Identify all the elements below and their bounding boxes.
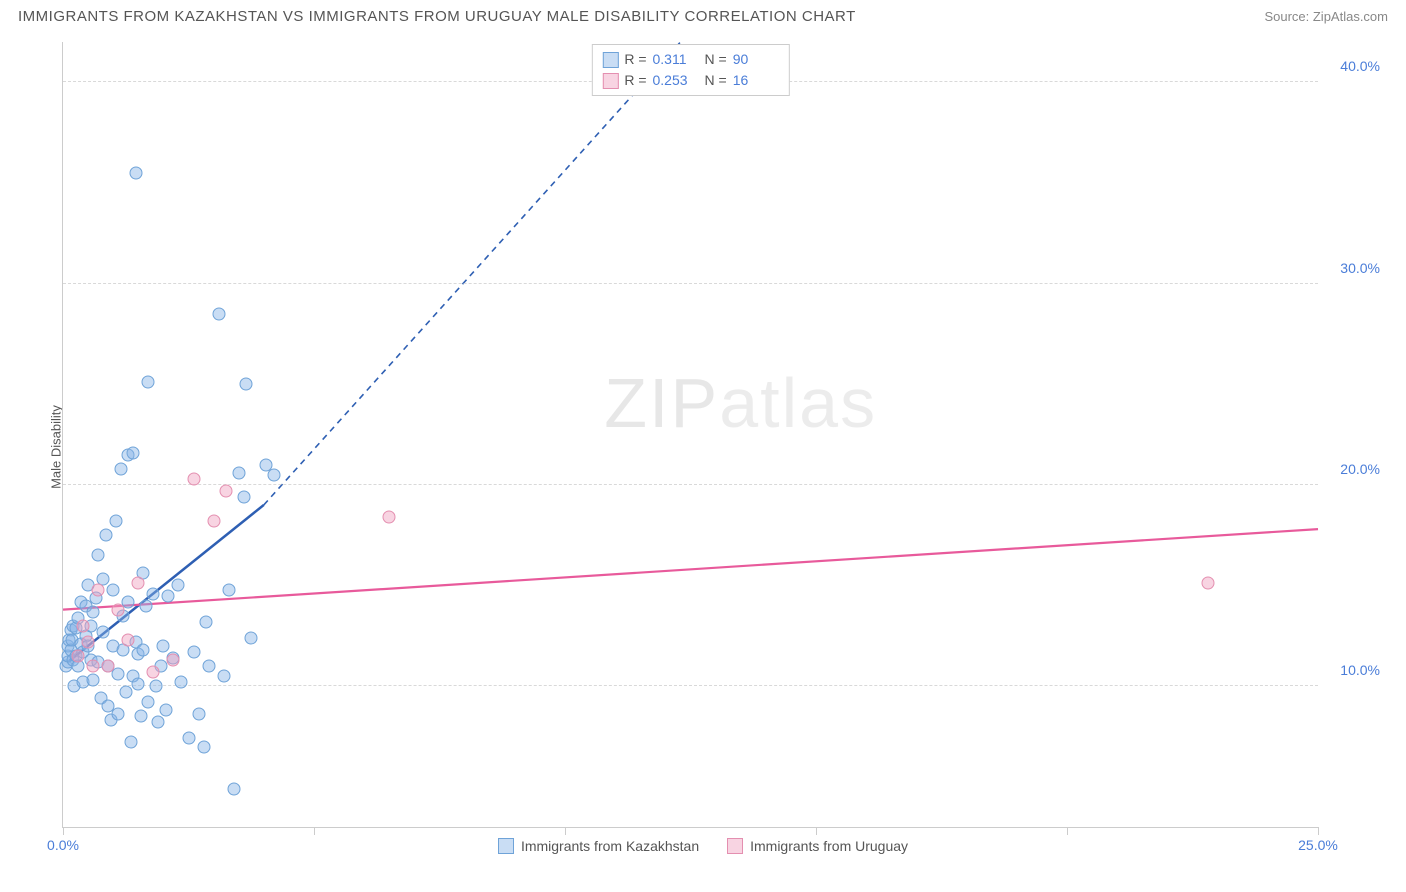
n-value: 90	[733, 49, 779, 70]
legend-item-uruguay: Immigrants from Uruguay	[727, 838, 908, 854]
data-point-uruguay	[147, 666, 160, 679]
data-point-kazakhstan	[129, 166, 142, 179]
x-tick	[1067, 827, 1068, 835]
legend-row-kazakhstan: R = 0.311 N = 90	[602, 49, 778, 70]
n-value: 16	[733, 70, 779, 91]
data-point-kazakhstan	[174, 676, 187, 689]
data-point-kazakhstan	[212, 307, 225, 320]
x-tick	[63, 827, 64, 835]
data-point-kazakhstan	[245, 631, 258, 644]
data-point-kazakhstan	[119, 686, 132, 699]
legend-swatch	[602, 52, 618, 68]
n-label: N =	[705, 49, 727, 70]
data-point-kazakhstan	[222, 583, 235, 596]
data-point-kazakhstan	[157, 639, 170, 652]
data-point-uruguay	[87, 659, 100, 672]
data-point-kazakhstan	[232, 466, 245, 479]
y-tick-label: 30.0%	[1324, 260, 1380, 276]
data-point-kazakhstan	[159, 704, 172, 717]
chart-container: Male Disability ZIPatlas R =0.311N =90R …	[18, 36, 1388, 858]
data-point-kazakhstan	[227, 782, 240, 795]
correlation-legend: R = 0.311 N = 90 R = 0.253 N = 16	[591, 44, 789, 96]
legend-item-kazakhstan: Immigrants from Kazakhstan	[498, 838, 699, 854]
data-point-uruguay	[102, 659, 115, 672]
y-tick-label: 40.0%	[1324, 58, 1380, 74]
data-point-uruguay	[220, 484, 233, 497]
data-point-kazakhstan	[124, 736, 137, 749]
data-point-kazakhstan	[92, 549, 105, 562]
data-point-kazakhstan	[109, 515, 122, 528]
legend-label: Immigrants from Kazakhstan	[521, 838, 699, 854]
legend-swatch	[498, 838, 514, 854]
data-point-kazakhstan	[172, 579, 185, 592]
data-point-kazakhstan	[217, 670, 230, 683]
y-tick-label: 20.0%	[1324, 461, 1380, 477]
data-point-kazakhstan	[97, 625, 110, 638]
data-point-uruguay	[77, 619, 90, 632]
data-point-kazakhstan	[152, 716, 165, 729]
x-tick	[565, 827, 566, 835]
r-value: 0.311	[653, 49, 699, 70]
gridline	[63, 283, 1318, 284]
plot-area: ZIPatlas R =0.311N =90R =0.253N =16 10.0…	[62, 42, 1318, 828]
legend-swatch	[727, 838, 743, 854]
data-point-kazakhstan	[87, 674, 100, 687]
source-label: Source: ZipAtlas.com	[1264, 9, 1388, 24]
data-point-kazakhstan	[107, 583, 120, 596]
data-point-uruguay	[207, 515, 220, 528]
data-point-uruguay	[122, 633, 135, 646]
data-point-kazakhstan	[202, 659, 215, 672]
data-point-kazakhstan	[142, 376, 155, 389]
data-point-uruguay	[167, 653, 180, 666]
data-point-kazakhstan	[87, 605, 100, 618]
legend-label: Immigrants from Uruguay	[750, 838, 908, 854]
data-point-kazakhstan	[127, 446, 140, 459]
data-point-uruguay	[1201, 577, 1214, 590]
data-point-kazakhstan	[149, 680, 162, 693]
data-point-kazakhstan	[192, 708, 205, 721]
r-value: 0.253	[653, 70, 699, 91]
data-point-uruguay	[92, 583, 105, 596]
data-point-uruguay	[112, 603, 125, 616]
gridline	[63, 685, 1318, 686]
data-point-kazakhstan	[99, 529, 112, 542]
data-point-kazakhstan	[182, 732, 195, 745]
data-point-kazakhstan	[142, 696, 155, 709]
n-label: N =	[705, 70, 727, 91]
data-point-kazakhstan	[114, 462, 127, 475]
data-point-kazakhstan	[200, 615, 213, 628]
legend-swatch	[602, 73, 618, 89]
r-label: R =	[624, 70, 646, 91]
x-tick	[1318, 827, 1319, 835]
data-point-kazakhstan	[147, 587, 160, 600]
gridline	[63, 484, 1318, 485]
data-point-kazakhstan	[134, 710, 147, 723]
trend-lines	[63, 42, 1318, 827]
data-point-uruguay	[82, 635, 95, 648]
data-point-kazakhstan	[187, 645, 200, 658]
y-tick-label: 10.0%	[1324, 662, 1380, 678]
data-point-uruguay	[132, 577, 145, 590]
series-legend: Immigrants from Kazakhstan Immigrants fro…	[18, 838, 1388, 854]
x-tick	[314, 827, 315, 835]
source-link[interactable]: ZipAtlas.com	[1313, 9, 1388, 24]
data-point-kazakhstan	[137, 643, 150, 656]
data-point-uruguay	[383, 511, 396, 524]
data-point-kazakhstan	[267, 468, 280, 481]
data-point-uruguay	[72, 649, 85, 662]
data-point-kazakhstan	[112, 708, 125, 721]
chart-title: IMMIGRANTS FROM KAZAKHSTAN VS IMMIGRANTS…	[18, 8, 856, 25]
r-label: R =	[624, 49, 646, 70]
legend-row-uruguay: R = 0.253 N = 16	[602, 70, 778, 91]
data-point-kazakhstan	[237, 490, 250, 503]
data-point-kazakhstan	[132, 678, 145, 691]
data-point-kazakhstan	[240, 378, 253, 391]
data-point-kazakhstan	[139, 599, 152, 612]
x-tick	[816, 827, 817, 835]
data-point-kazakhstan	[162, 589, 175, 602]
data-point-kazakhstan	[197, 740, 210, 753]
data-point-uruguay	[187, 472, 200, 485]
